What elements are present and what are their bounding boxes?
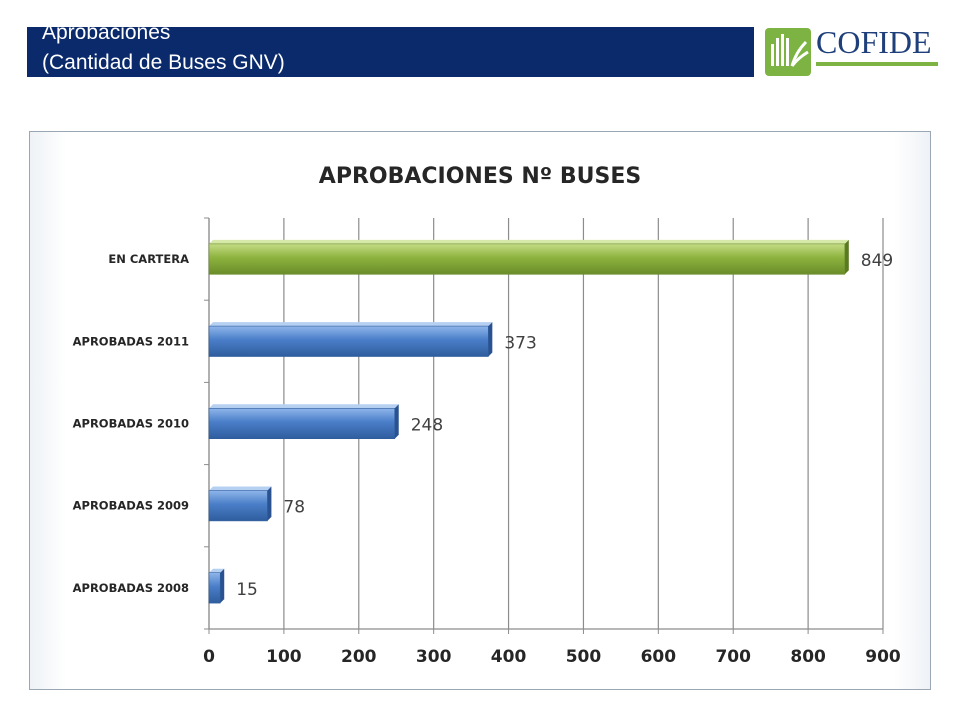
bar-top bbox=[209, 568, 225, 573]
bar-top bbox=[209, 322, 493, 327]
x-tick-label: 300 bbox=[416, 647, 452, 667]
x-tick-label: 100 bbox=[266, 647, 302, 667]
cofide-logo: COFIDE bbox=[762, 22, 942, 82]
logo-text: COFIDE bbox=[816, 24, 932, 60]
bar bbox=[208, 407, 396, 440]
x-tick-label: 900 bbox=[865, 647, 901, 667]
bar bbox=[208, 490, 268, 522]
header-band: Aprobaciones (Cantidad de Buses GNV) bbox=[27, 27, 754, 77]
bar-side bbox=[844, 239, 849, 275]
chart-title: APROBACIONES Nº BUSES bbox=[319, 164, 641, 189]
x-tick-label: 200 bbox=[341, 647, 377, 667]
bar bbox=[208, 243, 846, 275]
logo-underline bbox=[816, 62, 938, 66]
bar-side bbox=[394, 404, 399, 439]
x-tick-label: 500 bbox=[566, 647, 602, 667]
axes bbox=[204, 217, 884, 634]
category-label: APROBADAS 2009 bbox=[73, 499, 189, 513]
category-label: EN CARTERA bbox=[108, 252, 189, 266]
page-title: Aprobaciones bbox=[42, 27, 171, 44]
bars bbox=[208, 239, 849, 604]
x-tick-label: 0 bbox=[203, 647, 215, 667]
x-tick-label: 400 bbox=[491, 647, 527, 667]
data-label: 78 bbox=[283, 498, 305, 518]
data-label: 15 bbox=[236, 580, 258, 600]
x-tick-label: 800 bbox=[790, 647, 826, 667]
bar-side bbox=[488, 322, 493, 357]
bar bbox=[208, 325, 489, 357]
chart-frame: APROBACIONES Nº BUSES 0 100 200 300 400 500 60… bbox=[29, 131, 931, 690]
cofide-logo-icon bbox=[765, 28, 811, 76]
data-label: 248 bbox=[411, 416, 443, 436]
bar-top bbox=[209, 404, 399, 409]
category-label: APROBADAS 2008 bbox=[73, 581, 189, 595]
bar-side bbox=[267, 486, 272, 521]
bar-side bbox=[220, 568, 225, 604]
bar bbox=[208, 572, 221, 604]
data-label: 373 bbox=[504, 333, 536, 353]
bar-chart: APROBACIONES Nº BUSES 0 100 200 300 400 500 60… bbox=[30, 132, 930, 689]
bar-top bbox=[209, 239, 849, 244]
category-label: APROBADAS 2011 bbox=[73, 334, 189, 348]
x-tick-label: 600 bbox=[641, 647, 677, 667]
labels: 0 100 200 300 400 500 600 700 800 900 EN CARTERA 84… bbox=[73, 251, 901, 667]
page-subtitle: (Cantidad de Buses GNV) bbox=[42, 51, 285, 74]
x-tick-label: 700 bbox=[715, 647, 751, 667]
data-label: 849 bbox=[861, 251, 893, 271]
bar-top bbox=[209, 486, 272, 491]
category-label: APROBADAS 2010 bbox=[73, 417, 189, 431]
